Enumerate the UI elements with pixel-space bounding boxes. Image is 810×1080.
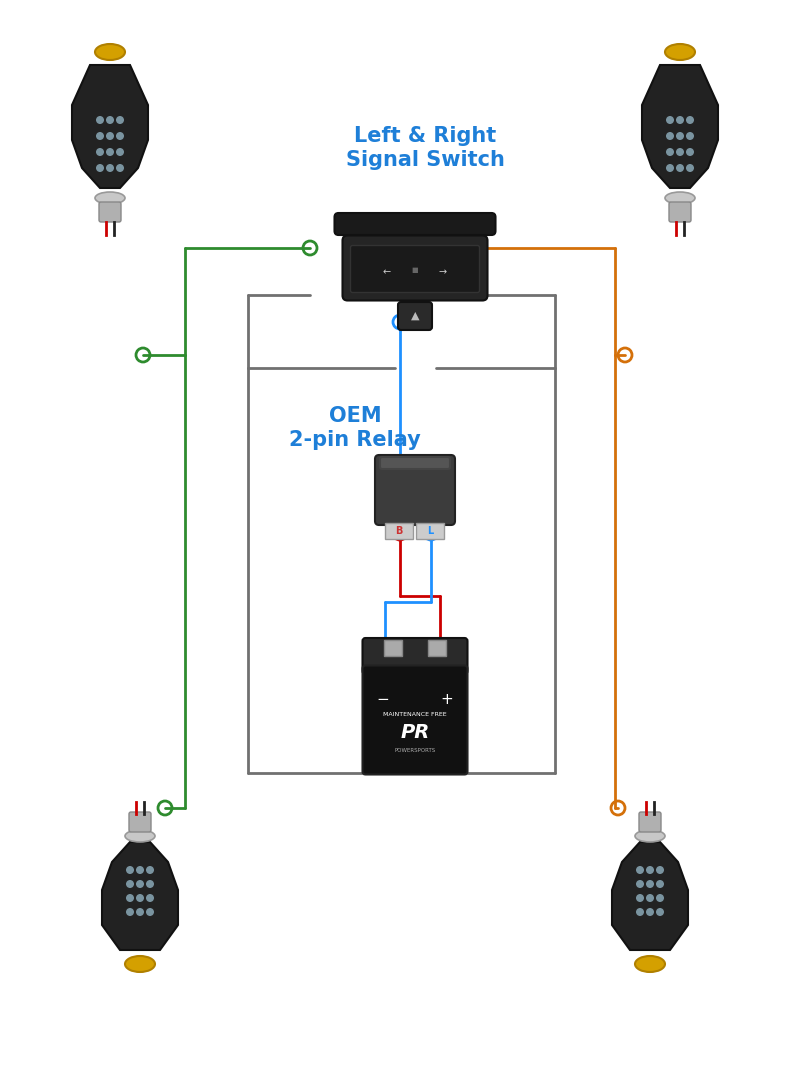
Circle shape [666, 148, 674, 156]
Circle shape [646, 880, 654, 888]
Circle shape [636, 880, 644, 888]
FancyBboxPatch shape [343, 235, 488, 300]
Circle shape [106, 116, 114, 124]
FancyBboxPatch shape [428, 640, 446, 656]
Ellipse shape [125, 956, 155, 972]
FancyBboxPatch shape [351, 245, 480, 293]
Ellipse shape [125, 831, 155, 842]
Circle shape [96, 148, 104, 156]
Polygon shape [102, 842, 178, 950]
Circle shape [646, 908, 654, 916]
Circle shape [116, 164, 124, 172]
Text: −: − [377, 692, 390, 707]
FancyBboxPatch shape [363, 638, 467, 674]
Polygon shape [642, 65, 718, 188]
Circle shape [686, 148, 694, 156]
Circle shape [656, 894, 664, 902]
Ellipse shape [665, 192, 695, 204]
Circle shape [96, 164, 104, 172]
FancyBboxPatch shape [363, 665, 467, 774]
Circle shape [106, 148, 114, 156]
Ellipse shape [95, 192, 125, 204]
Circle shape [96, 116, 104, 124]
Circle shape [676, 132, 684, 140]
Text: ←: ← [383, 267, 391, 276]
FancyBboxPatch shape [669, 202, 691, 222]
Circle shape [126, 908, 134, 916]
Circle shape [636, 908, 644, 916]
FancyBboxPatch shape [380, 457, 450, 469]
Text: OEM
2-pin Relay: OEM 2-pin Relay [289, 406, 421, 449]
FancyBboxPatch shape [398, 302, 432, 330]
Circle shape [126, 894, 134, 902]
Text: Left & Right
Signal Switch: Left & Right Signal Switch [346, 126, 505, 170]
Circle shape [116, 148, 124, 156]
Circle shape [686, 164, 694, 172]
Circle shape [656, 880, 664, 888]
Circle shape [146, 894, 154, 902]
Circle shape [116, 132, 124, 140]
Circle shape [636, 894, 644, 902]
FancyBboxPatch shape [129, 812, 151, 832]
Circle shape [136, 866, 144, 874]
Circle shape [666, 164, 674, 172]
Circle shape [136, 908, 144, 916]
FancyBboxPatch shape [375, 455, 455, 525]
Text: ■: ■ [411, 267, 418, 273]
Ellipse shape [665, 44, 695, 60]
Circle shape [126, 866, 134, 874]
Circle shape [106, 132, 114, 140]
Ellipse shape [635, 956, 665, 972]
Circle shape [686, 116, 694, 124]
Circle shape [136, 894, 144, 902]
Circle shape [136, 880, 144, 888]
FancyBboxPatch shape [639, 812, 661, 832]
FancyBboxPatch shape [99, 202, 121, 222]
Text: →: → [439, 267, 447, 276]
Circle shape [676, 116, 684, 124]
Text: L: L [427, 526, 433, 536]
Polygon shape [612, 842, 688, 950]
Circle shape [106, 164, 114, 172]
Ellipse shape [95, 44, 125, 60]
Circle shape [116, 116, 124, 124]
Circle shape [676, 148, 684, 156]
Circle shape [656, 908, 664, 916]
Circle shape [636, 866, 644, 874]
Circle shape [146, 880, 154, 888]
FancyBboxPatch shape [384, 640, 402, 656]
Circle shape [646, 866, 654, 874]
Text: POWERSPORTS: POWERSPORTS [394, 747, 436, 753]
Circle shape [146, 866, 154, 874]
Text: B: B [395, 526, 403, 536]
Circle shape [666, 116, 674, 124]
Circle shape [646, 894, 654, 902]
FancyBboxPatch shape [385, 523, 413, 539]
Polygon shape [72, 65, 148, 188]
FancyBboxPatch shape [416, 523, 444, 539]
Circle shape [126, 880, 134, 888]
Ellipse shape [635, 831, 665, 842]
Text: ▲: ▲ [411, 311, 420, 321]
Circle shape [656, 866, 664, 874]
Circle shape [96, 132, 104, 140]
Text: PR: PR [400, 723, 429, 742]
Text: MAINTENANCE FREE: MAINTENANCE FREE [383, 713, 447, 717]
FancyBboxPatch shape [335, 213, 496, 235]
Circle shape [686, 132, 694, 140]
Circle shape [676, 164, 684, 172]
Circle shape [146, 908, 154, 916]
Circle shape [666, 132, 674, 140]
Text: +: + [441, 692, 454, 707]
